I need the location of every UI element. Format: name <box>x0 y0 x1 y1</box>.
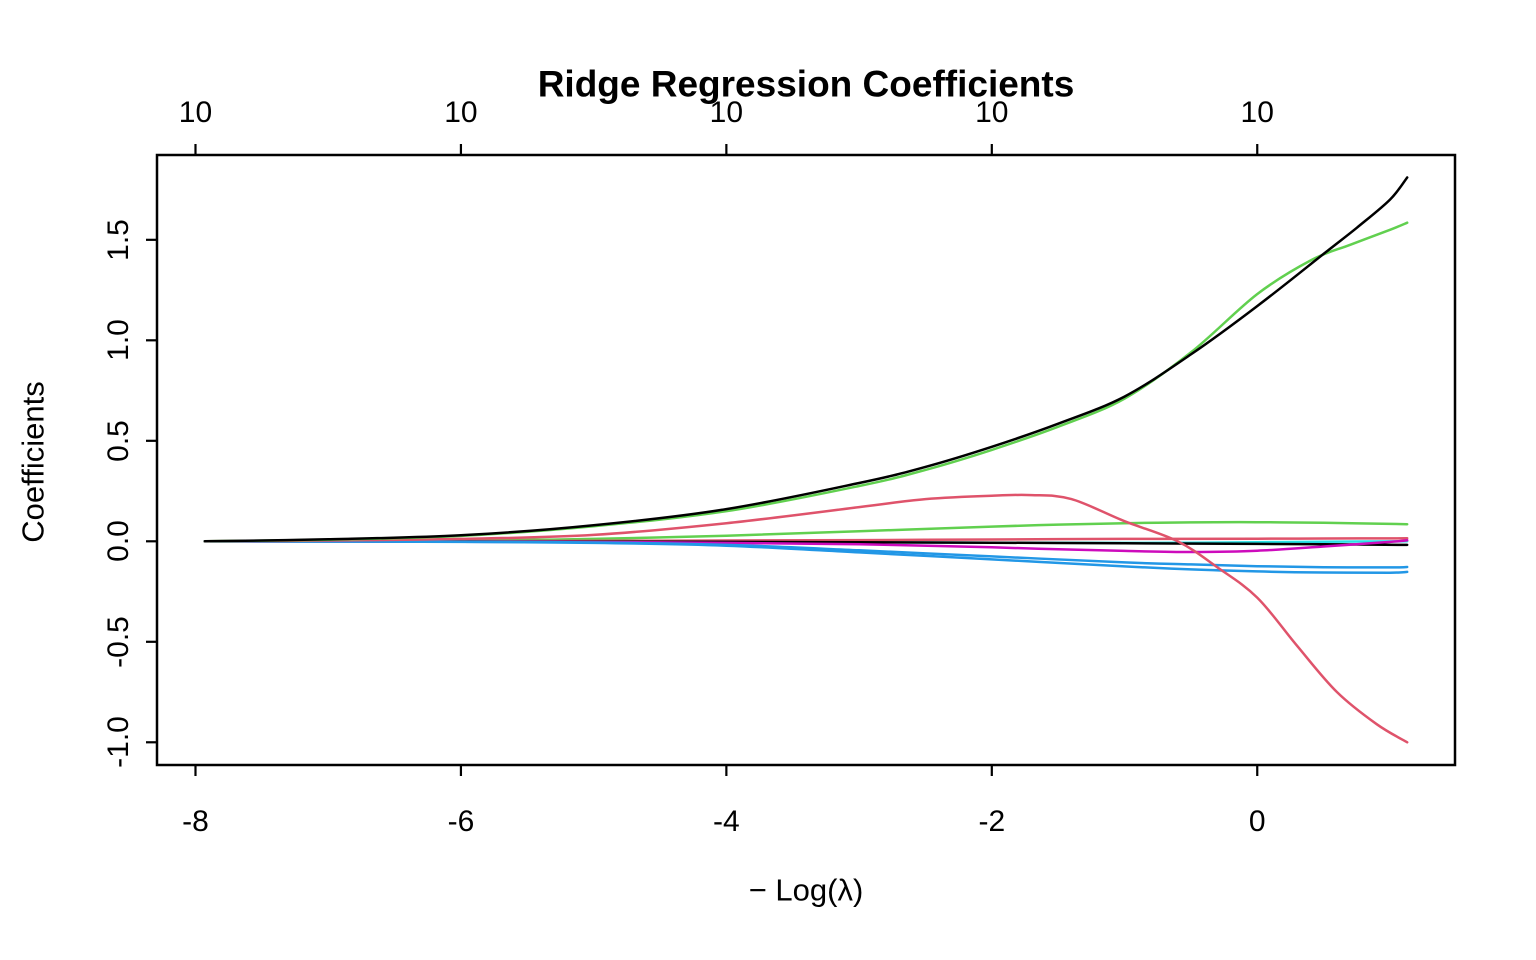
x-tick-label--2: -2 <box>978 805 1006 838</box>
x-axis-title: − Log(λ) <box>748 872 864 908</box>
plot-box <box>155 153 1457 767</box>
y-tick-label--1.0: -1.0 <box>102 716 135 769</box>
y-tick-label--0.5: -0.5 <box>102 615 135 668</box>
top-axis-label-2: 10 <box>709 96 744 129</box>
coef-blue-2-line <box>203 540 1409 574</box>
x-tick-label--6: -6 <box>447 805 475 838</box>
chart-title: Ridge Regression Coefficients <box>537 63 1075 105</box>
x-tick-label-0: 0 <box>1248 805 1266 838</box>
x-tick-label--4: -4 <box>713 805 740 838</box>
y-tick-label-1.5: 1.5 <box>102 218 135 261</box>
coef-blue-1-line <box>203 540 1409 569</box>
coef-black-rise-line <box>203 176 1409 543</box>
top-axis-label-3: 10 <box>975 96 1009 129</box>
y-axis-title: Coefficients <box>15 381 51 543</box>
coef-red-arc-line <box>203 493 1409 744</box>
y-tick-label-0.5: 0.5 <box>102 419 135 462</box>
top-axis-label-0: 10 <box>178 96 213 129</box>
top-axis-label-1: 10 <box>444 96 478 129</box>
x-tick-label--8: -8 <box>182 805 209 838</box>
top-axis-label-4: 10 <box>1240 96 1274 129</box>
y-tick-label-0.0: 0.0 <box>102 520 135 563</box>
y-tick-label-1.0: 1.0 <box>102 319 135 362</box>
